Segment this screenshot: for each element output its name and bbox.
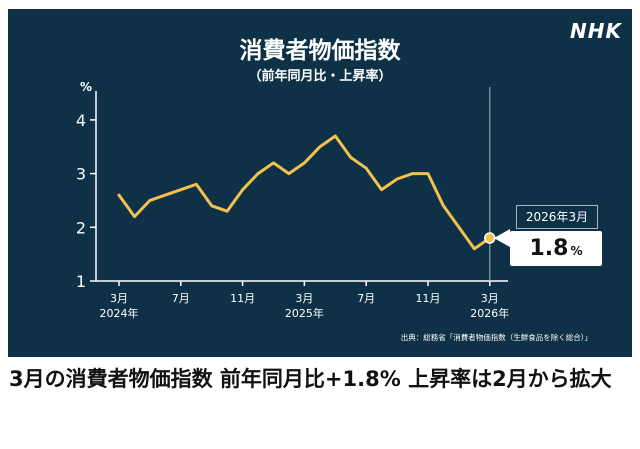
y-tick-label: 3	[76, 165, 86, 184]
x-tick-year-label: 2024年	[100, 306, 139, 320]
y-tick-label: 4	[76, 111, 86, 130]
chart-subtitle: （前年同月比・上昇率）	[248, 69, 392, 84]
highlight-unit: %	[570, 244, 583, 258]
x-tick-month-label: 3月	[110, 292, 128, 305]
source-note: 出典：総務省「消費者物価指数（生鮮食品を除く総合）」	[400, 333, 592, 342]
callout-pointer	[493, 229, 510, 248]
chart-title: 消費者物価指数	[239, 38, 401, 64]
x-tick-month-label: 3月	[481, 292, 499, 305]
x-tick-month-label: 7月	[172, 292, 190, 305]
x-tick-month-label: 11月	[416, 292, 441, 305]
latest-data-point	[484, 232, 496, 244]
x-tick-month-label: 7月	[357, 292, 375, 305]
x-tick-month-label: 11月	[230, 292, 255, 305]
x-tick-year-label: 2025年	[285, 306, 324, 320]
nhk-logo: NHK	[570, 19, 622, 43]
y-tick-label: 1	[76, 272, 86, 291]
highlight-value-box: 1.8%	[510, 231, 602, 266]
highlight-date-label: 2026年3月	[516, 205, 598, 229]
headline: 3月の消費者物価指数 前年同月比+1.8% 上昇率は2月から拡大	[9, 367, 612, 391]
cpi-series-line	[117, 134, 492, 251]
y-tick-label: 2	[76, 218, 86, 237]
highlight-value: 1.8	[529, 236, 569, 261]
chart-panel: NHK 消費者物価指数 （前年同月比・上昇率） % 1 2 3 4 3月 2024年 7月 11…	[8, 9, 632, 357]
x-tick-month-label: 3月	[295, 292, 313, 305]
y-axis-unit: %	[80, 80, 92, 94]
x-tick-year-label: 2026年	[470, 306, 509, 320]
